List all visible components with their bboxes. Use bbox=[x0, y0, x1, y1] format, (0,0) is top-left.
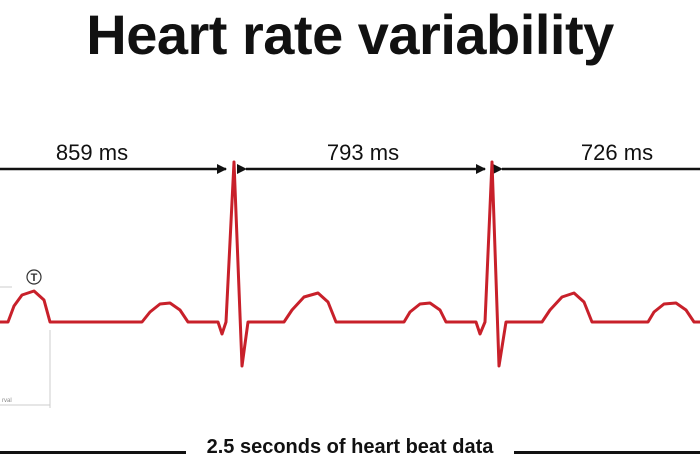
footer-caption: 2.5 seconds of heart beat data bbox=[0, 436, 700, 458]
interval-label-3: 726 ms bbox=[581, 140, 653, 165]
interval-label-2: 793 ms bbox=[327, 140, 399, 165]
footer-line-right bbox=[514, 451, 700, 454]
footer-line-left bbox=[0, 451, 186, 454]
t-wave-marker: T bbox=[26, 269, 42, 285]
t-wave-guides: rval bbox=[0, 286, 51, 408]
t-wave-label: T bbox=[31, 272, 38, 284]
interval-fragment-label: rval bbox=[2, 398, 12, 404]
page-title: Heart rate variability bbox=[86, 3, 614, 66]
interval-label-1: 859 ms bbox=[56, 140, 128, 165]
ecg-trace bbox=[0, 160, 700, 368]
footer-text: 2.5 seconds of heart beat data bbox=[191, 436, 509, 458]
